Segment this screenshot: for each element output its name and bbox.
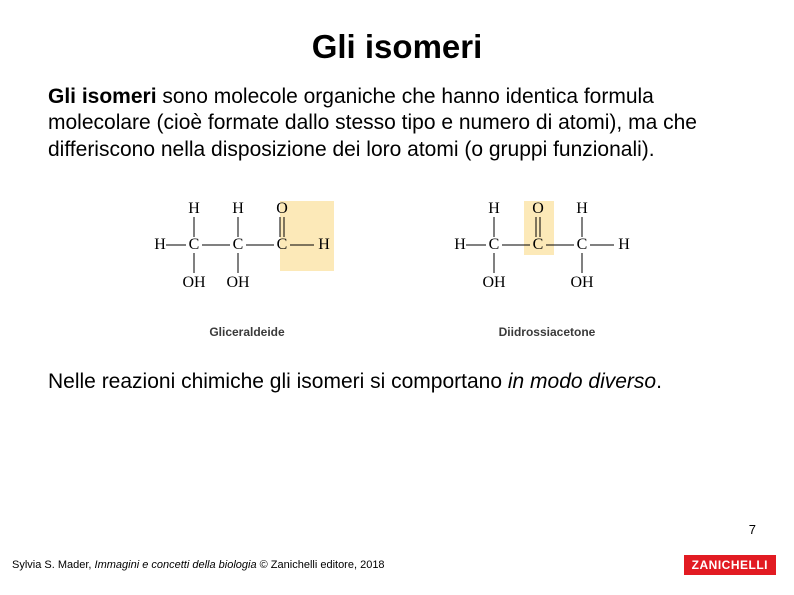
diidrossiacetone-structure: H O H H C C C H OH OH [452,193,642,313]
svg-text:OH: OH [570,274,594,291]
para2-post: . [656,370,662,393]
svg-text:C: C [233,236,244,253]
svg-text:O: O [276,200,288,217]
para2-italic: in modo diverso [508,370,656,393]
svg-text:H: H [488,200,500,217]
page-title: Gli isomeri [0,0,794,84]
svg-text:OH: OH [226,274,250,291]
publisher-logo: ZANICHELLI [684,555,776,575]
molecule-diagrams: H H O H C C C H OH OH Gliceralde [0,193,794,339]
svg-text:H: H [154,236,166,253]
svg-text:OH: OH [182,274,206,291]
footer-book-title: Immagini e concetti della biologia [95,559,257,571]
svg-text:C: C [277,236,288,253]
svg-text:C: C [533,236,544,253]
paragraph-2: Nelle reazioni chimiche gli isomeri si c… [0,369,794,395]
svg-text:O: O [532,200,544,217]
svg-text:C: C [189,236,200,253]
footer-author: Sylvia S. Mader, [12,559,95,571]
page-number: 7 [749,522,756,537]
svg-text:H: H [454,236,466,253]
molecule-right-caption: Diidrossiacetone [499,325,596,339]
svg-text:H: H [618,236,630,253]
svg-text:OH: OH [482,274,506,291]
svg-text:H: H [232,200,244,217]
molecule-right: H O H H C C C H OH OH Diidrossia [452,193,642,339]
svg-text:C: C [489,236,500,253]
para2-pre: Nelle reazioni chimiche gli isomeri si c… [48,370,508,393]
para1-lead: Gli isomeri [48,85,157,108]
footer-credits: Sylvia S. Mader, Immagini e concetti del… [12,559,385,571]
footer-copyright: © Zanichelli editore, 2018 [257,559,385,571]
paragraph-1: Gli isomeri sono molecole organiche che … [0,84,794,163]
molecule-left: H H O H C C C H OH OH Gliceralde [152,193,342,339]
svg-text:H: H [318,236,330,253]
molecule-left-caption: Gliceraldeide [209,325,284,339]
svg-text:H: H [188,200,200,217]
svg-text:H: H [576,200,588,217]
gliceraldeide-structure: H H O H C C C H OH OH [152,193,342,313]
svg-text:C: C [577,236,588,253]
